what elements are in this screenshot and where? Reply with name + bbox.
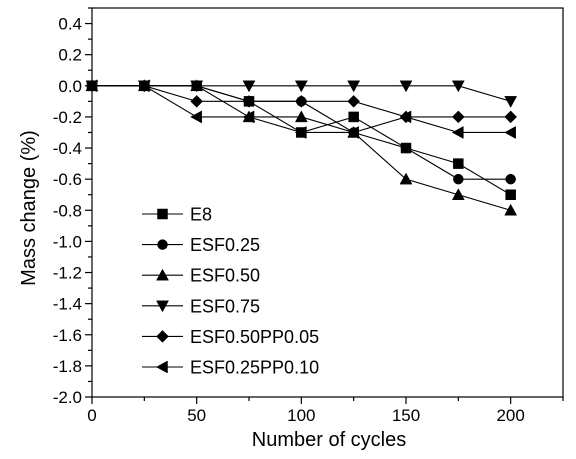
data-point-esf0-25pp0-10 xyxy=(504,126,516,139)
data-point-esf0-25 xyxy=(453,173,464,185)
legend-marker xyxy=(157,208,168,220)
legend-label: ESF0.75 xyxy=(190,296,260,316)
legend-marker xyxy=(155,360,168,374)
legend-item-esf0-25pp0-10: ESF0.25PP0.10 xyxy=(142,358,319,378)
series-line-esf0-25pp0-10 xyxy=(92,85,511,134)
data-point-esf0-50pp0-05 xyxy=(504,110,518,124)
legend-item-esf0-50: ESF0.50 xyxy=(142,266,260,286)
data-point-esf0-50pp0-05 xyxy=(451,110,465,124)
y-tick-label: 0.2 xyxy=(58,46,82,65)
x-axis-title: Number of cycles xyxy=(252,429,407,451)
data-point-esf0-50pp0-05 xyxy=(242,95,256,108)
legend-label: ESF0.25PP0.10 xyxy=(190,358,319,378)
legend-item-esf0-50pp0-05: ESF0.50PP0.05 xyxy=(142,327,319,347)
x-tick-label: 50 xyxy=(187,406,206,425)
x-tick-label: 0 xyxy=(87,406,96,425)
data-point-e8 xyxy=(453,158,464,169)
legend-marker xyxy=(156,300,169,313)
legend-item-esf0-75: ESF0.75 xyxy=(142,296,260,316)
legend-label: ESF0.25 xyxy=(190,235,260,255)
data-point-esf0-50 xyxy=(294,110,308,123)
data-point-e8 xyxy=(348,111,359,123)
data-point-esf0-25 xyxy=(505,173,516,185)
series-markers xyxy=(85,79,518,216)
legend-label: ESF0.50 xyxy=(190,266,260,286)
y-tick-label: -0.4 xyxy=(53,139,82,158)
legend-marker xyxy=(156,330,169,343)
y-axis: 0.4 0.2 0.0 -0.2 -0.4 -0.6 -0.8 -1.0 -1.2 -1.4 -1.… xyxy=(53,7,92,407)
y-tick-label: -1.6 xyxy=(53,326,82,345)
data-point-esf0-50 xyxy=(451,188,465,200)
data-point-esf0-75 xyxy=(504,96,518,108)
legend-item-esf0-25: ESF0.25 xyxy=(142,235,260,255)
plot-area-border xyxy=(91,7,564,398)
data-point-esf0-25pp0-10 xyxy=(242,110,255,124)
data-point-esf0-75 xyxy=(190,80,204,93)
y-tick-label: -1.2 xyxy=(53,264,82,283)
data-point-esf0-50 xyxy=(399,172,413,185)
y-tick-label: 0.4 xyxy=(58,15,82,34)
y-tick-label: -1.8 xyxy=(53,357,82,376)
y-tick-label: -0.8 xyxy=(53,201,82,220)
data-point-esf0-50pp0-05 xyxy=(294,95,308,108)
y-tick-label: -0.6 xyxy=(53,170,82,189)
x-tick-label: 150 xyxy=(392,406,420,425)
y-tick-label: -1.4 xyxy=(53,295,82,314)
y-tick-label: -1.0 xyxy=(53,232,82,251)
data-point-esf0-75 xyxy=(294,80,308,93)
x-tick-label: 200 xyxy=(496,406,524,425)
data-point-esf0-75 xyxy=(347,80,361,93)
y-axis-title: Mass change (%) xyxy=(18,130,40,286)
data-point-esf0-25 xyxy=(400,142,412,154)
data-point-esf0-75 xyxy=(399,80,413,93)
legend-marker xyxy=(156,268,169,281)
data-point-esf0-50pp0-05 xyxy=(190,95,204,108)
data-point-esf0-25pp0-10 xyxy=(399,110,412,124)
data-point-esf0-25pp0-10 xyxy=(451,126,464,139)
data-point-esf0-75 xyxy=(242,80,256,93)
data-point-esf0-25pp0-10 xyxy=(85,79,98,93)
y-tick-label: 0.0 xyxy=(58,77,82,96)
data-point-esf0-25pp0-10 xyxy=(347,126,359,139)
x-tick-label: 100 xyxy=(287,406,315,425)
legend-label: E8 xyxy=(190,205,212,225)
data-point-esf0-25pp0-10 xyxy=(294,126,307,139)
data-point-esf0-50pp0-05 xyxy=(347,95,361,108)
legend-label: ESF0.50PP0.05 xyxy=(190,327,319,347)
legend: E8 ESF0.25 ESF0.50 ESF0.75 ESF0.50PP0.05 ESF0… xyxy=(142,205,319,378)
data-point-esf0-50 xyxy=(504,203,518,216)
legend-marker xyxy=(157,239,168,250)
data-point-esf0-75 xyxy=(451,80,465,93)
plot-frame xyxy=(91,7,564,398)
x-axis: 0 50 100 150 200 xyxy=(87,397,564,425)
y-tick-label: -2.0 xyxy=(53,388,82,407)
legend-item-e8: E8 xyxy=(142,205,212,225)
data-point-esf0-25pp0-10 xyxy=(190,110,202,124)
data-point-esf0-25pp0-10 xyxy=(137,79,150,93)
data-point-e8 xyxy=(505,189,516,200)
y-tick-label: -0.2 xyxy=(53,108,82,127)
